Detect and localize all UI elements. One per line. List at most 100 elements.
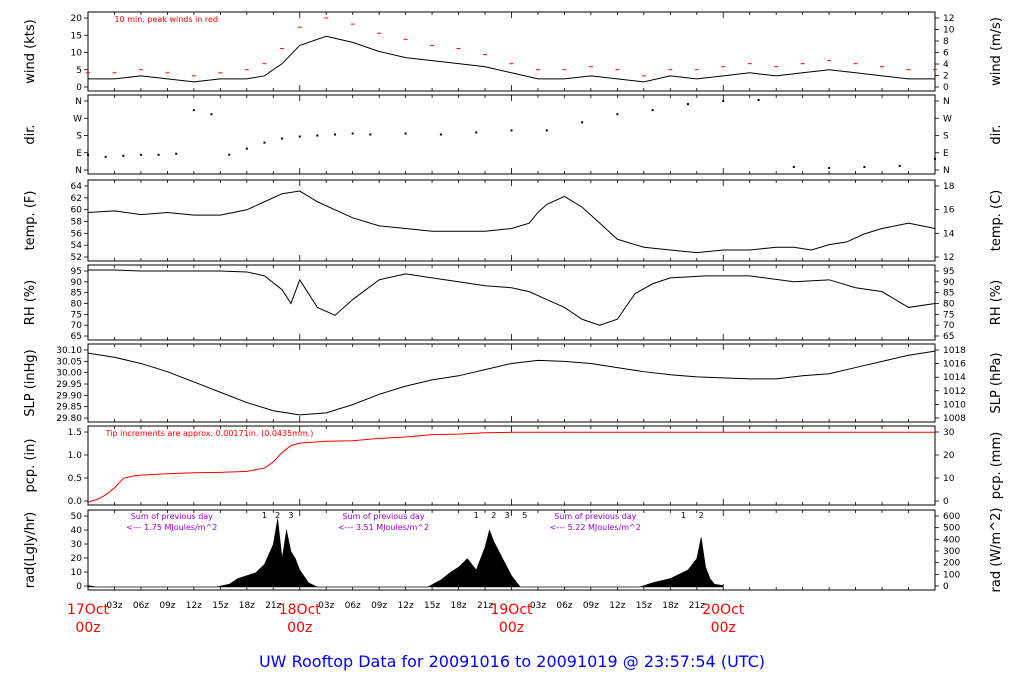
dir-point: [475, 131, 478, 134]
dir-point: [545, 129, 548, 132]
rh-left-tick-label: 85: [71, 289, 82, 299]
pcp-series-line: [87, 431, 935, 503]
hour-tick-label: 18z: [450, 601, 466, 611]
rad-right-tick-label: 200: [943, 559, 960, 569]
dir-point: [334, 133, 337, 136]
rh-right-tick-label: 70: [943, 321, 955, 331]
rh-left-tick-label: 65: [71, 332, 82, 342]
hour-tick-label: 03z: [530, 601, 546, 611]
wind-right-axis-label: wind (m/s): [989, 17, 1004, 86]
rad-peak-marker: 2: [699, 511, 704, 520]
dir-point: [175, 152, 178, 155]
rad-sum-value: <--- 1.75 MJoules/m^2: [126, 523, 217, 532]
slp-right-tick-label: 1018: [943, 346, 966, 356]
dir-right-tick-label: W: [943, 114, 952, 124]
rh-left-tick-label: 70: [71, 321, 83, 331]
rad-left-tick-label: 50: [71, 512, 83, 522]
slp-left-tick-label: 29.85: [56, 403, 82, 413]
wind-right-tick-label: 2: [943, 72, 949, 82]
rad-peak-marker: 2: [491, 511, 496, 520]
dir-point: [316, 134, 319, 137]
temp-left-tick-label: 62: [71, 194, 82, 204]
temp-left-tick-label: 58: [71, 218, 83, 228]
pcp-left-tick-label: 0.0: [68, 497, 83, 507]
wind-right-tick-label: 0: [943, 83, 949, 93]
wind-left-tick-label: 20: [71, 14, 83, 24]
dir-left-tick-label: N: [75, 166, 82, 176]
rh-left-tick-label: 80: [71, 300, 83, 310]
temp-series-line: [87, 190, 936, 254]
hour-tick-label: 06z: [556, 601, 572, 611]
rh-right-tick-label: 95: [943, 267, 954, 277]
dir-right-tick-label: S: [943, 132, 949, 142]
dir-right-axis-label: dir.: [989, 124, 1004, 144]
dir-point: [245, 147, 248, 150]
slp-right-tick-label: 1012: [943, 387, 966, 397]
dir-point: [298, 135, 301, 138]
hour-tick-label: 18z: [662, 601, 678, 611]
rad-right-tick-label: 400: [943, 535, 960, 545]
rad-peak-marker: 3: [288, 511, 293, 520]
pcp-left-tick-label: 1.0: [68, 451, 83, 461]
pcp-left-tick-label: 0.5: [68, 474, 82, 484]
temp-panel-frame: [87, 179, 936, 262]
rad-sum-value: <--- 3.51 MJoules/m^2: [338, 523, 429, 532]
rad-left-tick-label: 30: [71, 540, 83, 550]
temp-right-tick-label: 12: [943, 253, 954, 263]
dir-point: [616, 113, 619, 116]
rad-sum-label: Sum of previous day: [131, 512, 213, 521]
rad-peak-marker: 5: [522, 511, 527, 520]
slp-left-tick-label: 29.80: [56, 414, 82, 424]
dir-point: [87, 153, 89, 156]
temp-right-tick-label: 14: [943, 229, 955, 239]
dir-point: [122, 154, 125, 157]
rad-sum-label: Sum of previous day: [342, 512, 424, 521]
hour-tick-label: 21z: [689, 601, 705, 611]
dir-point: [757, 99, 760, 102]
temp-left-tick-label: 60: [71, 206, 83, 216]
pcp-right-tick-label: 0: [943, 497, 949, 507]
slp-right-tick-label: 1008: [943, 414, 966, 424]
hour-tick-label: 15z: [424, 601, 440, 611]
pcp-right-tick-label: 10: [943, 474, 955, 484]
pcp-right-tick-label: 20: [943, 451, 955, 461]
rh-right-axis-label: RH (%): [989, 280, 1004, 325]
dir-point: [828, 166, 831, 169]
rh-left-tick-label: 90: [71, 278, 83, 288]
dir-point: [404, 132, 407, 135]
pcp-right-axis-label: pcp. (mm): [989, 432, 1004, 499]
dir-left-tick-label: W: [73, 114, 82, 124]
chart-title: UW Rooftop Data for 20091016 to 20091019…: [259, 652, 765, 671]
dir-right-tick-label: E: [943, 149, 949, 159]
day-label: 18Oct: [279, 602, 322, 618]
pcp-right-tick-label: 30: [943, 428, 955, 438]
wind-right-tick-label: 12: [943, 14, 954, 24]
dir-point: [351, 132, 354, 135]
wind-right-tick-label: 4: [943, 60, 949, 70]
rh-right-tick-label: 80: [943, 300, 955, 310]
dir-point: [192, 109, 195, 112]
temp-left-tick-label: 54: [71, 241, 83, 251]
temp-left-tick-label: 64: [71, 182, 83, 192]
rh-right-tick-label: 65: [943, 332, 954, 342]
wind-right-tick-label: 10: [943, 26, 955, 36]
dir-point: [439, 133, 442, 136]
hour-tick-label: 15z: [212, 601, 228, 611]
day-label: 20Oct: [702, 602, 745, 618]
day-label: 17Oct: [67, 602, 110, 618]
day-time-label: 00z: [287, 620, 312, 636]
wind-left-axis-label: wind (kts): [23, 19, 38, 83]
rad-left-axis-label: rad(Lgly/hr): [23, 512, 38, 588]
slp-right-axis-label: SLP (hPa): [989, 352, 1004, 413]
dir-point: [651, 109, 654, 112]
dir-point: [157, 153, 160, 156]
hour-tick-label: 21z: [477, 601, 493, 611]
wind-right-tick-label: 6: [943, 49, 949, 59]
dir-right-tick-label: N: [943, 166, 950, 176]
temp-left-tick-label: 56: [71, 229, 83, 239]
pcp-annotation: Tip increments are approx. 0.00171in. (0…: [105, 429, 314, 438]
rh-left-axis-label: RH (%): [23, 280, 38, 325]
wind-annotation: 10 min. peak winds in red: [114, 15, 218, 24]
wind-left-tick-label: 10: [71, 49, 83, 59]
